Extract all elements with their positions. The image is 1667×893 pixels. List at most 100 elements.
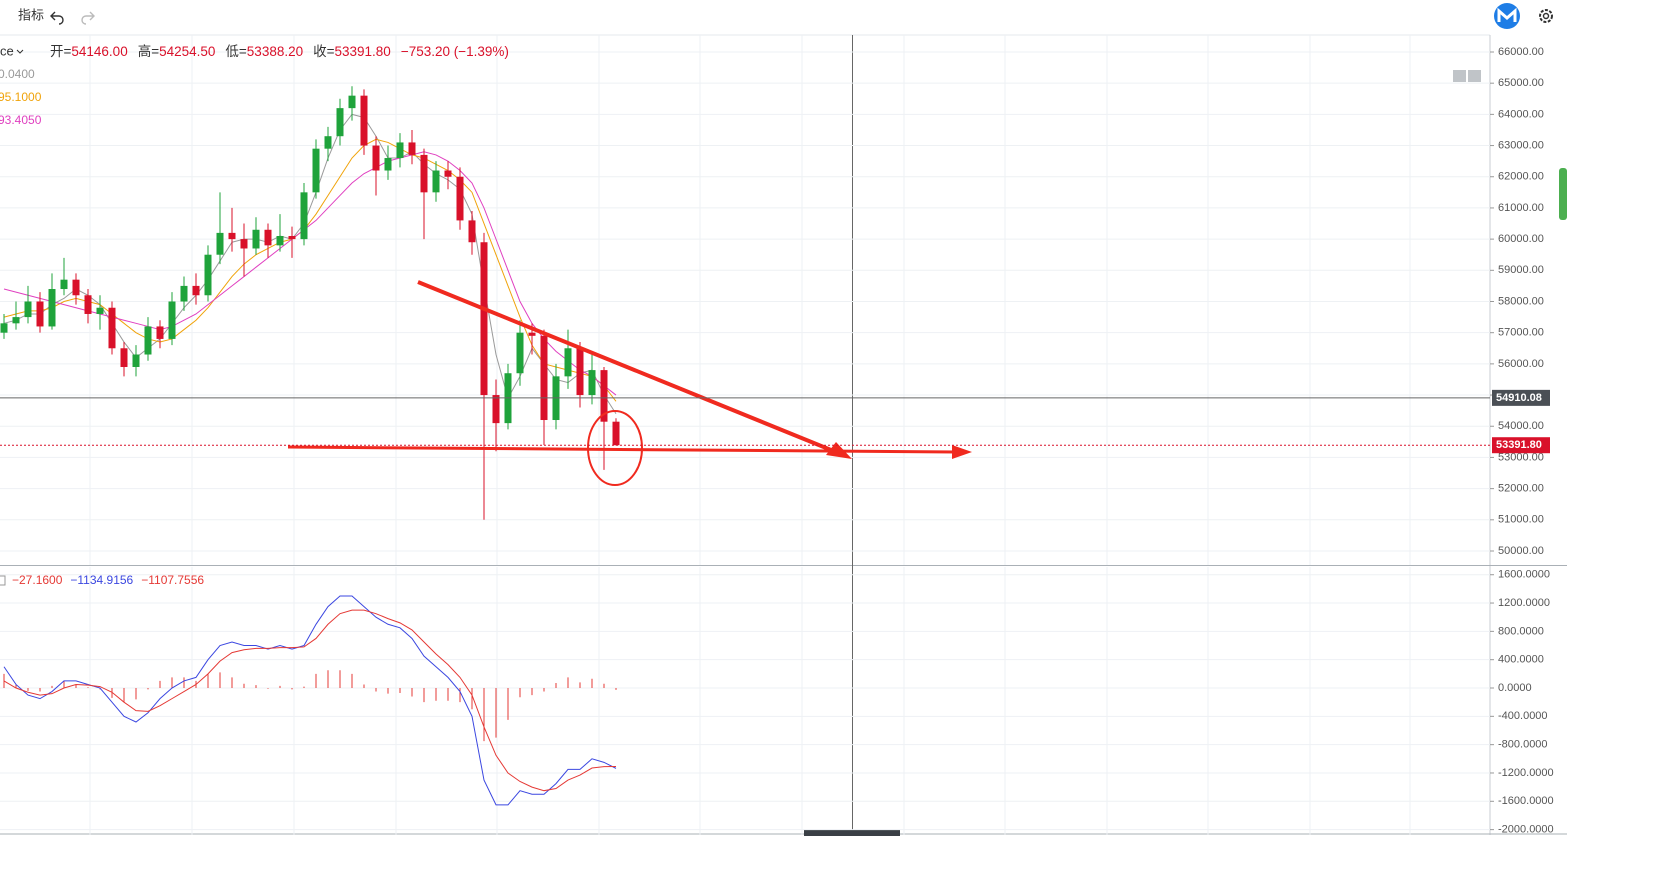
- candle-body: [240, 239, 248, 249]
- macd-settings: [0, 575, 6, 586]
- y-tick-label: 62000.00: [1498, 171, 1544, 183]
- macd-line: [3, 609, 617, 792]
- annotation-layer: [287, 280, 972, 486]
- y-tick-label: -800.0000: [1498, 739, 1548, 751]
- candle-body: [432, 170, 440, 193]
- candle-body: [372, 145, 380, 171]
- candle-body: [384, 158, 392, 171]
- y-tick-label: 59000.00: [1498, 264, 1544, 276]
- ma-legend: 93.4050: [0, 113, 42, 127]
- candle-body: [156, 326, 164, 339]
- candle-body: [0, 323, 8, 333]
- candle-body: [120, 348, 128, 367]
- candle-body: [408, 142, 416, 155]
- logo-button[interactable]: [1494, 3, 1520, 29]
- candle-body: [36, 301, 44, 327]
- maximize-button[interactable]: [1468, 70, 1481, 82]
- candle-body: [276, 236, 284, 246]
- y-tick-label: 400.0000: [1498, 654, 1544, 666]
- legend-label: 开=: [50, 44, 71, 59]
- undo-button[interactable]: [50, 11, 64, 25]
- moving-average-line: [3, 151, 617, 396]
- candle-body: [600, 370, 608, 422]
- candle-body: [396, 142, 404, 159]
- candle-body: [108, 307, 116, 349]
- y-tick-label: 1600.0000: [1498, 569, 1550, 581]
- y-tick-label: 53000.00: [1498, 451, 1544, 463]
- candle-body: [468, 220, 476, 243]
- candle-body: [48, 289, 56, 327]
- moving-average-line: [3, 138, 617, 402]
- candle-body: [324, 136, 332, 149]
- y-tick-label: -1200.0000: [1498, 767, 1554, 779]
- candle-body: [60, 279, 68, 290]
- candle-body: [336, 108, 344, 137]
- candle-body: [564, 348, 572, 377]
- symbol-dropdown: [16, 49, 24, 54]
- settings-button[interactable]: [1539, 9, 1553, 23]
- y-tick-label: 61000.00: [1498, 202, 1544, 214]
- candle-body: [216, 232, 224, 255]
- candle-body: [144, 326, 152, 355]
- candle-body: [516, 332, 524, 374]
- crosshair-price-tag: [1492, 389, 1550, 406]
- last-price-label: 53391.80: [1496, 439, 1542, 451]
- legend-label: 低=: [225, 44, 246, 59]
- y-tick-label: 60000.00: [1498, 233, 1544, 245]
- y-tick-label: -400.0000: [1498, 710, 1548, 722]
- collapse-button[interactable]: [1453, 70, 1466, 82]
- y-tick-label: 65000.00: [1498, 77, 1544, 89]
- redo-button[interactable]: [81, 11, 95, 25]
- y-tick-label: 1200.0000: [1498, 597, 1550, 609]
- candle-body: [228, 232, 236, 240]
- ma-legend: 0.0400: [0, 67, 35, 81]
- y-tick-label: 66000.00: [1498, 46, 1544, 58]
- scroll-handle[interactable]: [1559, 168, 1567, 220]
- candle-body: [612, 421, 620, 446]
- candle-body: [312, 148, 320, 193]
- support-arrow-head: [952, 445, 972, 459]
- candle-body: [252, 229, 260, 249]
- candle-body: [72, 279, 80, 296]
- legend-value: −1107.7556: [141, 573, 204, 587]
- candle-body: [420, 154, 428, 193]
- candle-body: [480, 242, 488, 396]
- candle-body: [300, 192, 308, 240]
- candle-body: [24, 301, 32, 318]
- candle-body: [204, 254, 212, 296]
- candle-body: [540, 335, 548, 421]
- candle-body: [264, 229, 272, 246]
- legend-value: 53391.80: [335, 44, 391, 59]
- y-tick-label: -2000.0000: [1498, 824, 1554, 836]
- candle-body: [192, 285, 200, 296]
- highlight-circle: [587, 410, 643, 486]
- indicators-button[interactable]: 指标: [18, 7, 44, 22]
- y-tick-label: 54000.00: [1498, 420, 1544, 432]
- candle-body: [180, 285, 188, 302]
- y-tick-label: 57000.00: [1498, 327, 1544, 339]
- candle-body: [348, 95, 356, 109]
- legend-value: 54146.00: [71, 44, 127, 59]
- moving-average-line: [3, 113, 617, 415]
- y-tick-label: 0.0000: [1498, 682, 1532, 694]
- symbol-name: ce: [0, 43, 14, 58]
- y-tick-label: 56000.00: [1498, 358, 1544, 370]
- candle-body: [288, 236, 296, 240]
- candle-body: [96, 307, 104, 314]
- y-tick-label: 58000.00: [1498, 295, 1544, 307]
- legend-value: 54254.50: [159, 44, 215, 59]
- time-cursor: [804, 830, 900, 836]
- ohlc-legend: 开=54146.00 高=54254.50 低=53388.20 收=53391.80…: [50, 43, 509, 59]
- candle-body: [528, 332, 536, 336]
- candle-body: [84, 295, 92, 314]
- legend-label: 高=: [138, 43, 159, 59]
- candle-body: [12, 317, 20, 324]
- support-line: [287, 445, 956, 454]
- candle-body: [360, 95, 368, 146]
- trend-line: [417, 280, 837, 454]
- crosshair-price-label: 54910.08: [1496, 392, 1542, 404]
- logo-mark: [1497, 7, 1517, 22]
- y-tick-label: 64000.00: [1498, 108, 1544, 120]
- y-tick-label: 51000.00: [1498, 514, 1544, 526]
